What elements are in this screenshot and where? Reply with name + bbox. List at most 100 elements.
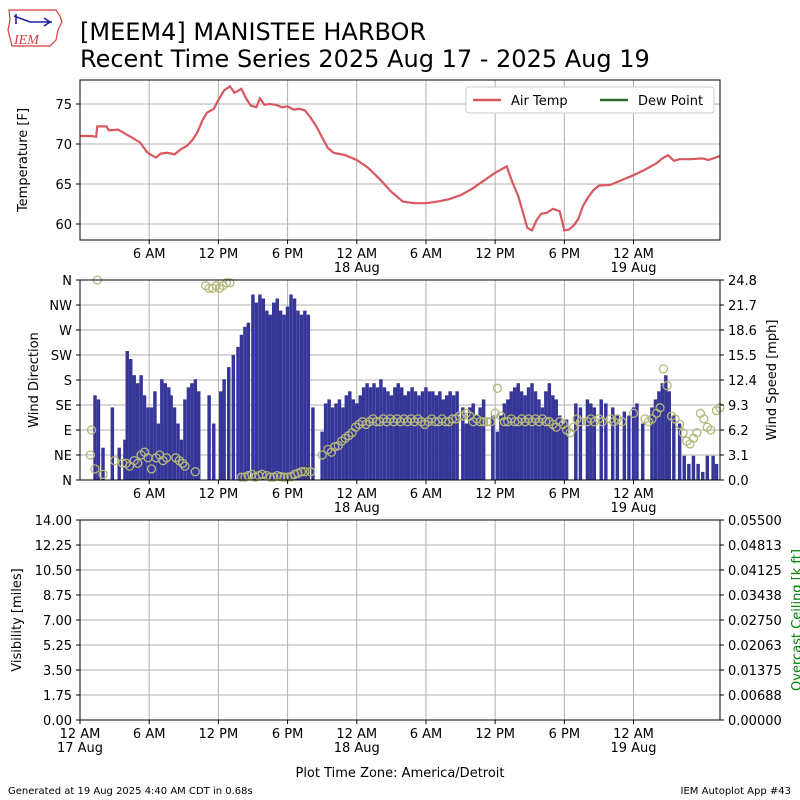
- x-tick-date-label: 19 Aug: [610, 501, 656, 516]
- wind-speed-bar: [711, 455, 715, 480]
- y-right-tick-label: 9.3: [728, 399, 749, 414]
- wind-speed-bar: [589, 403, 593, 480]
- wind-speed-bar: [611, 407, 615, 480]
- wind-speed-bar: [558, 415, 562, 480]
- wind-speed-bar: [261, 298, 266, 480]
- wind-direction-point: [478, 417, 489, 427]
- wind-speed-bar: [258, 294, 262, 480]
- wind-speed-bar: [464, 423, 469, 480]
- x-tick-date-label: 17 Aug: [57, 741, 103, 756]
- wind-direction-point: [699, 414, 709, 424]
- wind-speed-bar: [451, 395, 456, 480]
- wind-speed-bar: [299, 314, 304, 480]
- wind-speed-bar: [193, 379, 198, 480]
- wind-speed-bar: [677, 423, 682, 480]
- x-tick-label: 12 PM: [475, 727, 515, 742]
- wind-speed-bar: [93, 395, 97, 480]
- iem-logo[interactable]: IEM: [7, 9, 63, 48]
- wind-speed-bar: [389, 395, 394, 480]
- wind-direction-point: [492, 383, 503, 393]
- temperature-plot-area: [79, 79, 721, 241]
- wind-speed-bar: [239, 334, 244, 480]
- wind-speed-bar: [278, 310, 283, 480]
- wind-speed-bar: [292, 298, 297, 480]
- y-right-tick-label: 24.8: [728, 274, 757, 289]
- wind-speed-bar: [183, 399, 187, 480]
- wind-speed-bar: [664, 375, 668, 480]
- wind-speed-bar: [227, 367, 231, 480]
- wind-speed-bar: [243, 326, 247, 480]
- wind-speed-bar: [547, 383, 552, 480]
- wind-speed-bar: [96, 399, 101, 480]
- wind-direction-point: [90, 464, 100, 474]
- wind-speed-bar: [311, 407, 315, 480]
- wind-speed-bar: [424, 387, 428, 480]
- wind-speed-bar: [523, 395, 527, 480]
- wind-direction-point: [647, 414, 657, 424]
- wind-speed-bar: [682, 455, 686, 480]
- visibility-axis-label: Visibility [miles]: [10, 568, 25, 671]
- y-right-tick-label: 0.00688: [728, 689, 782, 704]
- wind-speed-bar: [190, 383, 194, 480]
- wind-speed-bar: [705, 455, 710, 480]
- wind-speed-bar: [455, 391, 459, 480]
- wind-speed-bar: [172, 407, 177, 480]
- wind-direction-point: [279, 472, 289, 482]
- x-tick-date-label: 19 Aug: [610, 261, 656, 276]
- y-tick-label: NW: [49, 299, 72, 314]
- wind-speed-bar: [657, 391, 661, 480]
- wind-direction-point: [597, 417, 608, 427]
- wind-direction-point: [674, 419, 685, 430]
- wind-speed-bar: [502, 403, 507, 480]
- y-tick-label: S: [64, 374, 72, 389]
- wind-speed-bar: [236, 346, 240, 480]
- weather-station-icon: [13, 14, 52, 27]
- wind-speed-bar: [660, 383, 665, 480]
- y-tick-label: 5.25: [43, 639, 72, 654]
- wind-speed-bar: [186, 387, 191, 480]
- legend-air-temp-label: Air Temp: [511, 94, 568, 109]
- wind-speed-bar: [268, 314, 272, 480]
- wind-speed-bar: [125, 351, 129, 480]
- x-tick-label: 12 PM: [199, 727, 239, 742]
- y-right-tick-label: 0.00000: [728, 714, 782, 729]
- wind-speed-bar: [544, 391, 548, 480]
- wind-speed-bar: [341, 407, 345, 480]
- y-right-tick-label: 0.02063: [728, 639, 782, 654]
- y-right-tick-label: 0.01375: [728, 664, 782, 679]
- wind-direction-point: [109, 455, 120, 466]
- wind-speed-bar: [516, 383, 520, 480]
- y-right-tick-label: 21.7: [728, 299, 757, 314]
- y-tick-label: E: [64, 424, 72, 439]
- wind-direction-point: [490, 408, 500, 418]
- wind-speed-bar: [110, 407, 115, 480]
- wind-speed-bar: [537, 399, 541, 480]
- y-tick-label: N: [62, 474, 72, 489]
- y-right-tick-label: 0.0: [728, 474, 749, 489]
- y-tick-label: 8.75: [43, 589, 72, 604]
- x-tick-date-label: 18 Aug: [334, 261, 380, 276]
- wind-direction-point: [612, 414, 623, 424]
- wind-speed-bar: [599, 399, 603, 480]
- x-tick-label: 12 AM: [613, 487, 654, 502]
- y-tick-label: 75: [55, 98, 72, 113]
- y-tick-label: 14.00: [35, 514, 72, 529]
- y-tick-label: SW: [51, 349, 72, 364]
- wind-speed-bar: [526, 387, 531, 480]
- wind-speed-bar: [396, 383, 400, 480]
- wind-speed-bar: [540, 407, 545, 480]
- wind-speed-bar: [448, 391, 452, 480]
- wind-speed-bar: [361, 387, 366, 480]
- wind-speed-bar: [627, 415, 631, 480]
- x-tick-label: 6 PM: [549, 727, 580, 742]
- legend-box: [465, 86, 715, 114]
- wind-direction-point: [225, 278, 235, 288]
- y-right-tick-label: 6.2: [728, 424, 749, 439]
- wind-speed-bar: [142, 395, 147, 480]
- wind-direction-point: [568, 422, 579, 432]
- wind-speed-bar: [358, 395, 362, 480]
- wind-speed-bar: [160, 379, 164, 480]
- wind-speed-bar: [393, 387, 397, 480]
